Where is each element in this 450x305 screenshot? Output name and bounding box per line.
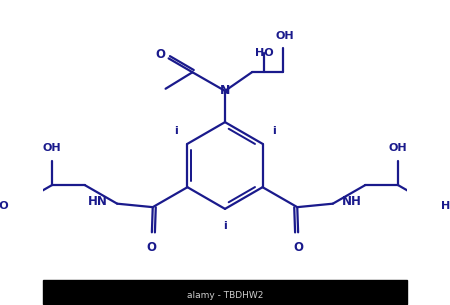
Text: HO: HO — [441, 201, 450, 211]
Text: O: O — [293, 241, 303, 254]
Text: O: O — [147, 241, 157, 254]
Text: HO: HO — [255, 48, 273, 58]
Text: N: N — [220, 84, 230, 97]
Text: i: i — [174, 126, 178, 136]
Bar — [43, 281, 407, 304]
Text: OH: OH — [43, 143, 62, 153]
Text: HO: HO — [0, 201, 9, 211]
Text: i: i — [223, 221, 227, 231]
Text: NH: NH — [342, 195, 362, 208]
Text: O: O — [156, 48, 166, 61]
Text: HN: HN — [88, 195, 108, 208]
Text: alamy - TBDHW2: alamy - TBDHW2 — [187, 291, 263, 300]
Text: i: i — [272, 126, 276, 136]
Text: OH: OH — [388, 143, 407, 153]
Text: OH: OH — [275, 30, 294, 41]
